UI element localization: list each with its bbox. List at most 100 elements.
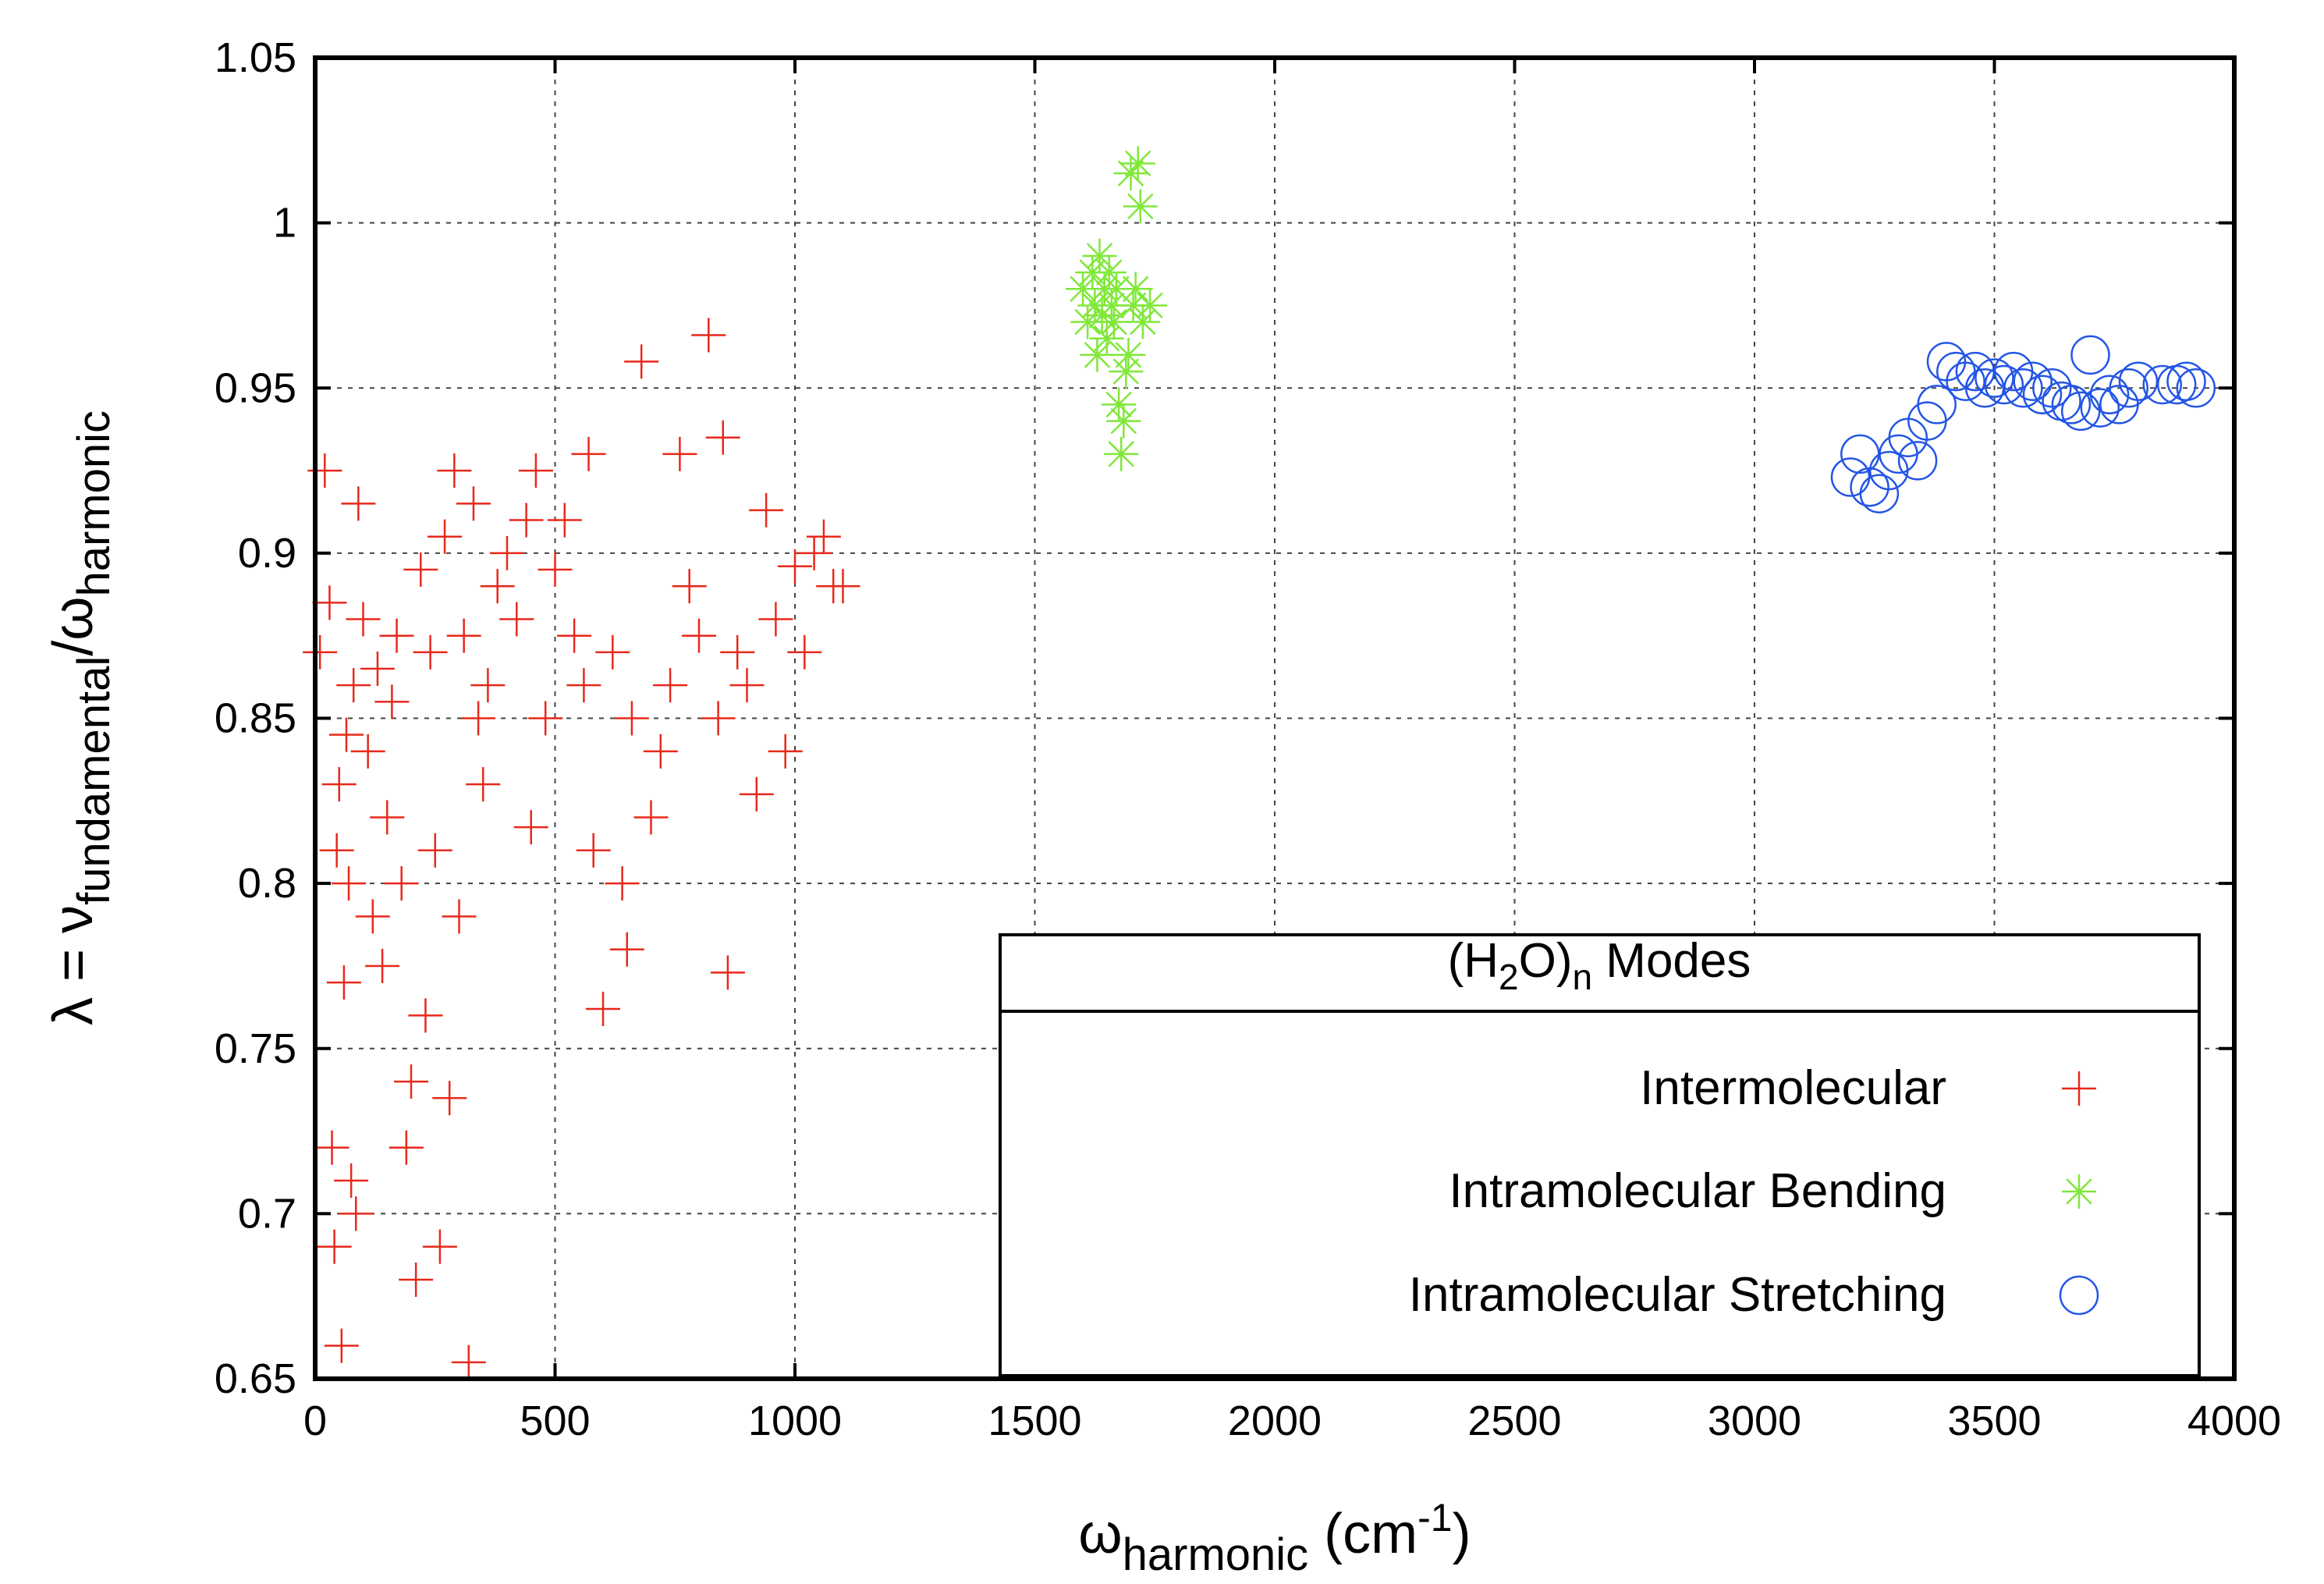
data-point <box>1118 272 1153 307</box>
data-point <box>1082 238 1117 273</box>
data-point <box>2051 385 2092 424</box>
data-point <box>2070 335 2110 375</box>
data-point <box>1859 474 1900 513</box>
data-point <box>749 492 784 527</box>
data-point <box>312 585 347 620</box>
data-point <box>437 453 472 488</box>
data-point <box>576 833 611 868</box>
x-tick-label: 1500 <box>988 1398 1081 1444</box>
data-point <box>1106 403 1141 439</box>
data-point <box>2142 364 2182 405</box>
data-point <box>509 503 544 538</box>
data-point <box>518 453 553 488</box>
data-point <box>394 1064 428 1099</box>
data-point <box>442 899 477 934</box>
data-point <box>350 733 385 769</box>
legend-marker <box>2062 1071 2096 1106</box>
data-point <box>566 668 601 703</box>
data-point <box>303 634 338 669</box>
axis-ticks: 0 500 1000 1500 2000 2500 3000 3500 4000 0.65 0.7 0… <box>215 34 2281 1444</box>
legend-title: (H2O)n Modes <box>1448 934 1751 997</box>
data-point <box>428 519 463 554</box>
series-circle <box>1830 335 2216 513</box>
data-point <box>1897 441 1938 481</box>
legend-entry-label: Intermolecular <box>1640 1061 1946 1115</box>
data-point <box>408 998 443 1033</box>
data-point <box>768 733 803 769</box>
data-point <box>1111 337 1146 372</box>
data-point <box>739 776 774 812</box>
data-point <box>710 955 745 990</box>
data-point <box>456 486 491 521</box>
data-point <box>446 618 481 653</box>
data-point <box>1120 146 1155 181</box>
data-point <box>825 569 860 604</box>
y-tick-label: 0.8 <box>238 860 296 907</box>
y-tick-label: 0.7 <box>238 1190 296 1237</box>
x-tick-label: 500 <box>520 1398 590 1444</box>
data-point <box>370 800 405 835</box>
data-point <box>336 668 371 703</box>
data-point <box>324 1328 359 1363</box>
data-point <box>399 1263 434 1298</box>
data-point <box>365 948 400 983</box>
data-point <box>1984 364 2024 405</box>
data-point <box>2013 361 2053 402</box>
data-point <box>609 932 644 967</box>
data-point <box>1123 189 1158 224</box>
data-point <box>2118 361 2159 402</box>
x-axis-label: ωharmonic (cm-1) <box>1078 1496 1471 1580</box>
data-point <box>513 810 548 845</box>
data-point <box>614 701 649 736</box>
data-point <box>778 549 812 584</box>
data-point <box>1089 321 1124 356</box>
data-point <box>2166 361 2206 402</box>
x-tick-label: 0 <box>303 1398 327 1444</box>
data-point <box>1091 255 1127 290</box>
data-point <box>1102 387 1137 422</box>
data-point <box>691 318 726 353</box>
data-point <box>662 436 697 471</box>
data-point <box>379 618 414 653</box>
data-point <box>319 833 354 868</box>
x-tick-label: 1000 <box>748 1398 842 1444</box>
data-point <box>672 569 707 604</box>
data-point <box>432 1081 467 1116</box>
data-point <box>528 701 563 736</box>
x-tick-label: 4000 <box>2187 1398 2281 1444</box>
data-point <box>547 503 582 538</box>
data-point <box>2080 388 2120 428</box>
data-point <box>374 684 410 719</box>
data-point <box>466 767 501 802</box>
data-point <box>384 866 419 901</box>
data-point <box>595 634 630 669</box>
data-point <box>417 833 452 868</box>
data-point <box>2003 368 2043 408</box>
x-tick-label: 3000 <box>1708 1398 1801 1444</box>
data-point <box>571 436 606 471</box>
data-point <box>729 668 765 703</box>
data-point <box>321 767 357 802</box>
y-tick-label: 0.95 <box>215 364 296 411</box>
x-tick-label: 2500 <box>1467 1398 1561 1444</box>
data-point <box>490 535 524 570</box>
data-point <box>339 1196 374 1231</box>
data-point <box>389 1130 424 1165</box>
data-point <box>1080 337 1115 372</box>
data-point <box>451 1344 486 1380</box>
data-point <box>633 800 669 835</box>
data-point <box>1104 436 1139 471</box>
data-point <box>346 602 381 637</box>
y-tick-label: 0.9 <box>238 530 296 577</box>
data-point <box>624 344 659 379</box>
data-point <box>326 965 361 1000</box>
data-point <box>605 866 640 901</box>
legend-entry-label: Intramolecular Bending <box>1449 1164 1946 1218</box>
legend-entry-label: Intramolecular Stretching <box>1409 1268 1946 1322</box>
data-point <box>1840 434 1880 474</box>
data-point <box>720 634 755 669</box>
legend: (H2O)n Modes Intermolecular Intramolecula… <box>999 933 2201 1377</box>
series-star <box>1066 146 1168 471</box>
data-point <box>797 535 832 570</box>
